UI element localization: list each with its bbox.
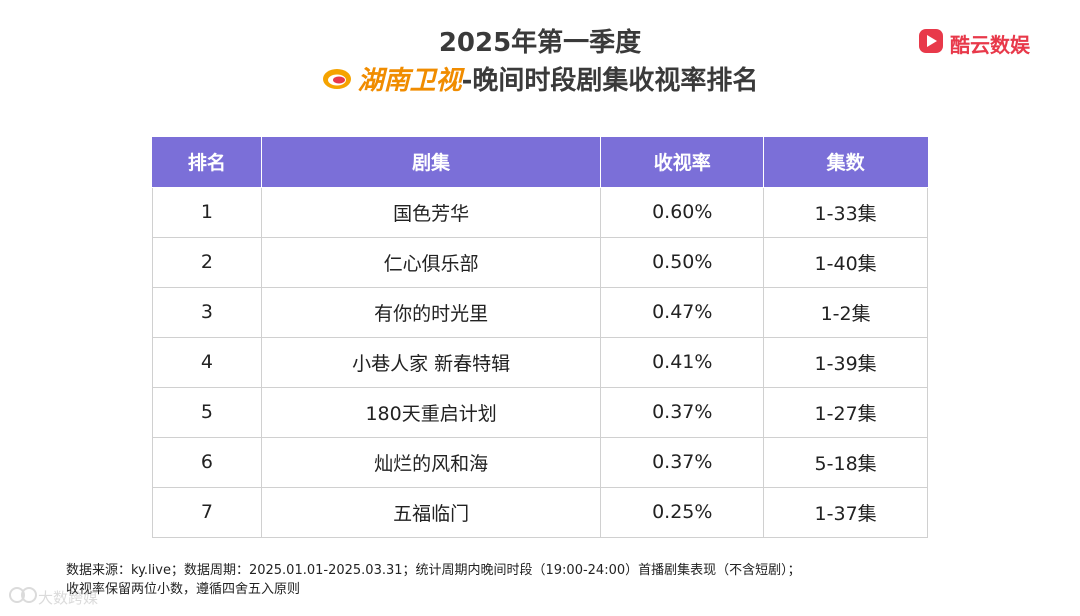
episodes-cell: 1-2集 (763, 286, 928, 338)
hunan-tv-logo-icon (322, 68, 352, 90)
table-row: 4 小巷人家 新春特辑 0.41% 1-39集 (152, 336, 928, 388)
footnote-line-2: 收视率保留两位小数，遵循四舍五入原则 (66, 582, 301, 597)
rank-cell: 3 (152, 286, 262, 338)
rank-cell: 2 (152, 236, 262, 288)
watermark-text: 大数跨媒 (38, 588, 99, 607)
table-row: 6 灿烂的风和海 0.37% 5-18集 (152, 436, 928, 488)
rank-cell: 5 (152, 386, 262, 438)
episodes-cell: 1-33集 (763, 186, 928, 238)
series-cell: 灿烂的风和海 (260, 436, 602, 488)
rating-cell: 0.60% (600, 186, 765, 238)
series-cell: 小巷人家 新春特辑 (260, 336, 602, 388)
rank-cell: 7 (152, 486, 262, 538)
rating-cell: 0.25% (600, 486, 765, 538)
watermark: 大数跨媒 (8, 584, 98, 610)
table-header-row: 排名 剧集 收视率 集数 (152, 137, 928, 188)
rating-cell: 0.41% (600, 336, 765, 388)
series-cell: 仁心俱乐部 (260, 236, 602, 288)
column-header-rank: 排名 (152, 137, 262, 188)
rank-cell: 6 (152, 436, 262, 488)
watermark-logo-icon (8, 584, 38, 610)
rating-cell: 0.47% (600, 286, 765, 338)
tv-channel-name: 湖南卫视 (357, 66, 462, 96)
page-subtitle: 湖南卫视 -晚间时段剧集收视率排名 (0, 60, 1080, 97)
table-row: 2 仁心俱乐部 0.50% 1-40集 (152, 236, 928, 288)
ranking-table: 排名 剧集 收视率 集数 1 国色芳华 0.60% 1-33集 2 仁心俱乐部 … (152, 137, 928, 538)
rank-cell: 4 (152, 336, 262, 388)
footnote-line-1: 数据来源：ky.live；数据周期：2025.01.01-2025.03.31；… (66, 563, 801, 578)
episodes-cell: 5-18集 (763, 436, 928, 488)
rank-cell: 1 (152, 186, 262, 238)
column-header-episodes: 集数 (763, 137, 928, 188)
table-row: 3 有你的时光里 0.47% 1-2集 (152, 286, 928, 338)
episodes-cell: 1-37集 (763, 486, 928, 538)
page-title: 2025年第一季度 (438, 28, 642, 58)
episodes-cell: 1-40集 (763, 236, 928, 288)
play-logo-icon (918, 28, 944, 58)
column-header-series: 剧集 (260, 137, 602, 188)
episodes-cell: 1-27集 (763, 386, 928, 438)
table-row: 5 180天重启计划 0.37% 1-27集 (152, 386, 928, 438)
rating-cell: 0.50% (600, 236, 765, 288)
table-row: 7 五福临门 0.25% 1-37集 (152, 486, 928, 538)
series-cell: 180天重启计划 (260, 386, 602, 438)
column-header-rating: 收视率 (600, 137, 765, 188)
title-suffix: -晚间时段剧集收视率排名 (461, 66, 759, 96)
series-cell: 国色芳华 (260, 186, 602, 238)
brand-name: 酷云数娱 (950, 32, 1030, 57)
rating-cell: 0.37% (600, 436, 765, 488)
data-source-note: 数据来源：ky.live；数据周期：2025.01.01-2025.03.31；… (66, 561, 1026, 599)
series-cell: 有你的时光里 (260, 286, 602, 338)
rating-cell: 0.37% (600, 386, 765, 438)
episodes-cell: 1-39集 (763, 336, 928, 388)
table-row: 1 国色芳华 0.60% 1-33集 (152, 186, 928, 238)
series-cell: 五福临门 (260, 486, 602, 538)
brand-logo: 酷云数娱 (918, 28, 1030, 58)
